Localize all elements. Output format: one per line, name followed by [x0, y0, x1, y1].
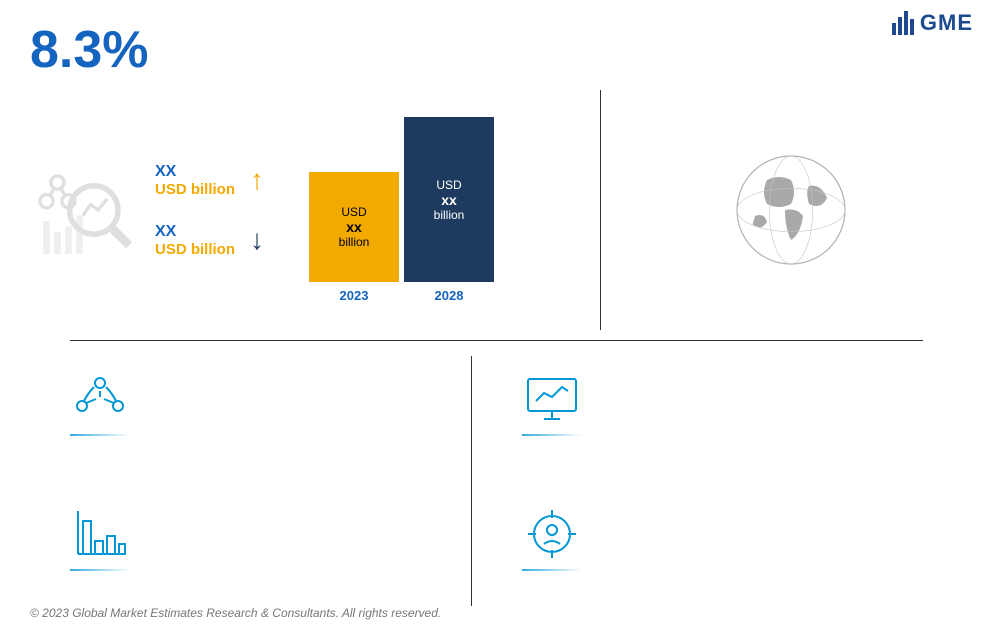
metric-down-unit: USD billion [155, 241, 235, 258]
logo-bars-icon [892, 11, 914, 35]
bar-2023: USD xx billion [309, 172, 399, 282]
metric-up-row: XX USD billion ↑ [155, 163, 264, 198]
feature-target [522, 506, 923, 571]
globe-icon [731, 150, 851, 270]
copyright-text: © 2023 Global Market Estimates Research … [30, 606, 441, 620]
icon-underline [522, 569, 582, 571]
people-network-icon [70, 371, 130, 426]
analytics-search-icon [30, 155, 140, 265]
bar-year-2023: 2023 [340, 288, 369, 303]
bar-chart-icon [70, 506, 130, 561]
bar-2028: USD xx billion [404, 117, 494, 282]
bar-2028-wrap: USD xx billion 2028 [404, 117, 494, 303]
metric-down-value: XX [155, 223, 235, 241]
features-col-left [70, 356, 471, 606]
metric-up-value: XX [155, 163, 235, 181]
region-block [600, 90, 980, 330]
forecast-bar-chart: USD xx billion 2023 USD xx billion 2028 [309, 117, 494, 303]
brand-logo: GME [892, 10, 973, 36]
logo-text: GME [920, 10, 973, 36]
bar-2023-wrap: USD xx billion 2023 [309, 172, 399, 303]
icon-underline [70, 569, 130, 571]
feature-bar-chart [70, 506, 471, 571]
icon-underline [70, 434, 130, 436]
monitor-trend-icon [522, 371, 582, 426]
bar-year-2028: 2028 [435, 288, 464, 303]
cagr-headline: 8.3% [30, 20, 963, 80]
feature-monitor [522, 371, 923, 436]
market-value-block: XX USD billion ↑ XX USD billion ↓ USD [30, 90, 600, 330]
target-person-icon [522, 506, 582, 561]
arrow-down-icon: ↓ [250, 224, 264, 256]
features-grid [30, 356, 963, 606]
arrow-up-icon: ↑ [250, 164, 264, 196]
section-divider [70, 340, 923, 341]
icon-underline [522, 434, 582, 436]
features-col-right [471, 356, 923, 606]
metric-up-unit: USD billion [155, 181, 235, 198]
feature-people [70, 371, 471, 436]
metric-down-row: XX USD billion ↓ [155, 223, 264, 258]
metrics-column: XX USD billion ↑ XX USD billion ↓ [155, 163, 264, 258]
